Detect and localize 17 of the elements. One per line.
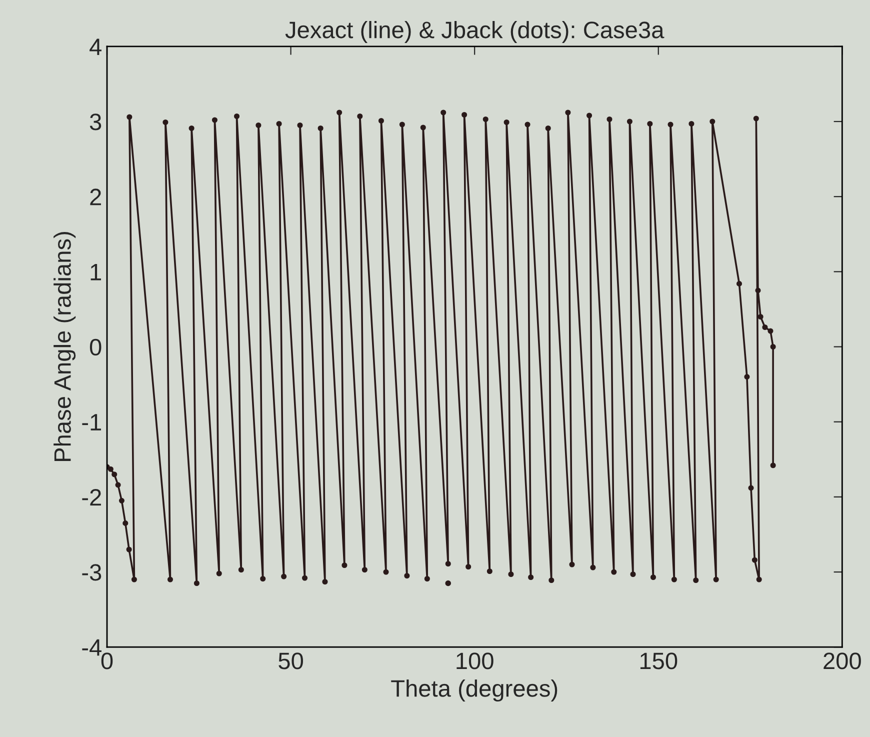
y-tick-label: -3 xyxy=(82,564,102,581)
y-tick-label: -2 xyxy=(82,488,101,506)
x-tick-label: 200 xyxy=(824,652,861,670)
y-axis-title: Phase Angle (radians) xyxy=(54,232,76,461)
y-tick-label: 0 xyxy=(90,338,102,356)
y-tick-label: 3 xyxy=(90,114,102,130)
y-tick-label: -1 xyxy=(82,414,101,430)
y-tick-label: 1 xyxy=(90,264,101,280)
y-tick-label: 4 xyxy=(90,38,102,55)
x-tick-label: 50 xyxy=(278,652,304,670)
chart-title: Jexact (line) & Jback (dots): Case3a xyxy=(285,20,664,43)
y-tick-label: 2 xyxy=(90,188,101,206)
x-tick-label: 0 xyxy=(101,652,113,670)
x-tick-label: 100 xyxy=(456,652,494,670)
x-tick-label: 150 xyxy=(640,652,678,670)
x-axis-title: Theta (degrees) xyxy=(391,680,558,702)
y-tick-label: -4 xyxy=(82,639,102,656)
